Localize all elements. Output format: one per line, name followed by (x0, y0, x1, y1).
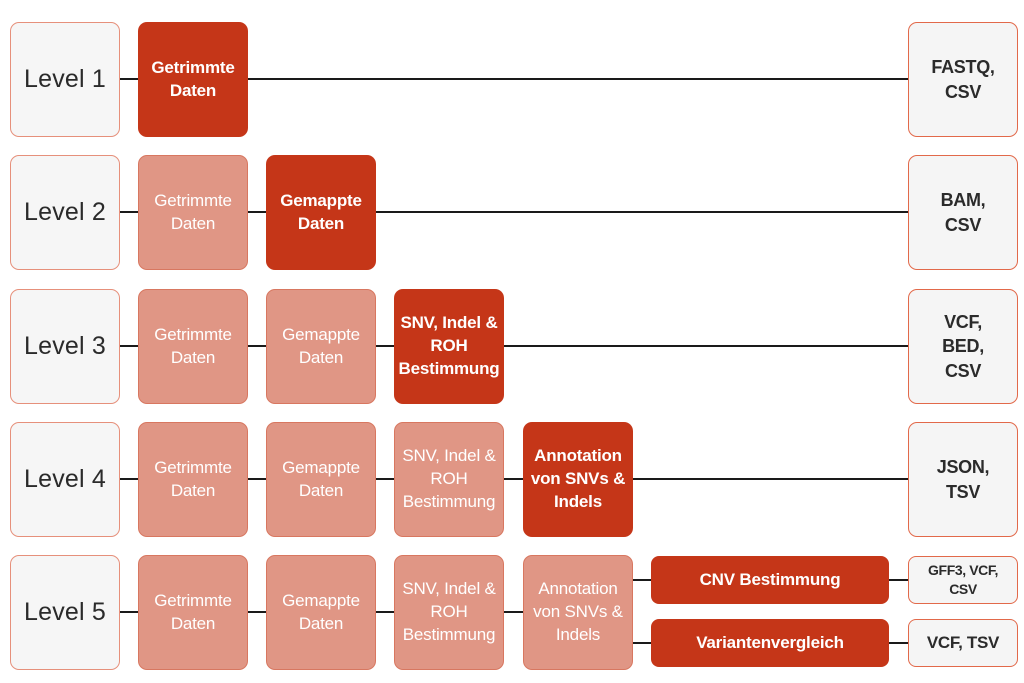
step-label: Variantenvergleich (696, 632, 844, 652)
step-snv-indel-roh: SNV, Indel & ROH Bestimmung (394, 289, 504, 404)
step-label: Getrimmte Daten (151, 57, 235, 100)
level-4-badge: Level 4 (10, 422, 120, 537)
connector-line (376, 345, 394, 347)
step-getrimmte-daten: Getrimmte Daten (138, 22, 248, 137)
output-box-vcf-tsv: VCF, TSV (908, 619, 1018, 667)
step-label: SNV, Indel & ROH Bestimmung (402, 579, 496, 644)
step-label: Gemappte Daten (280, 190, 362, 233)
step-gemappte-daten: Gemappte Daten (266, 555, 376, 670)
connector-line (248, 611, 266, 613)
step-annotation-snvs-indels: Annotation von SNVs & Indels (523, 555, 633, 670)
step-getrimmte-daten: Getrimmte Daten (138, 422, 248, 537)
level-5-badge: Level 5 (10, 555, 120, 670)
output-box-vcf-bed-csv: VCF, BED, CSV (908, 289, 1018, 404)
step-getrimmte-daten: Getrimmte Daten (138, 289, 248, 404)
connector-line (889, 642, 908, 644)
output-label: FASTQ, CSV (931, 57, 995, 102)
output-label: VCF, BED, CSV (942, 312, 984, 381)
step-label: Getrimmte Daten (154, 324, 232, 367)
level-3-badge: Level 3 (10, 289, 120, 404)
connector-line (504, 478, 523, 480)
level-2-badge: Level 2 (10, 155, 120, 270)
step-label: CNV Bestimmung (699, 569, 841, 589)
step-snv-indel-roh: SNV, Indel & ROH Bestimmung (394, 555, 504, 670)
connector-line (120, 478, 138, 480)
step-label: Gemappte Daten (282, 590, 360, 633)
output-box-bam-csv: BAM, CSV (908, 155, 1018, 270)
output-label: GFF3, VCF, CSV (928, 562, 998, 597)
connector-line (120, 211, 138, 213)
step-label: Getrimmte Daten (154, 590, 232, 633)
connector-line (633, 642, 651, 644)
connector-line (504, 611, 523, 613)
connector-line (120, 611, 138, 613)
step-snv-indel-roh: SNV, Indel & ROH Bestimmung (394, 422, 504, 537)
step-label: SNV, Indel & ROH Bestimmung (398, 313, 500, 378)
step-label: Annotation von SNVs & Indels (533, 579, 623, 644)
output-label: JSON, TSV (936, 457, 990, 502)
connector-line (889, 579, 908, 581)
step-getrimmte-daten: Getrimmte Daten (138, 555, 248, 670)
step-gemappte-daten: Gemappte Daten (266, 155, 376, 270)
connector-line (633, 478, 908, 480)
output-label: BAM, CSV (940, 190, 986, 235)
connector-line (248, 211, 266, 213)
output-box-gff3-vcf-csv: GFF3, VCF, CSV (908, 556, 1018, 604)
step-gemappte-daten: Gemappte Daten (266, 422, 376, 537)
level-1-label: Level 1 (23, 65, 106, 93)
connector-line (376, 478, 394, 480)
step-label: Getrimmte Daten (154, 457, 232, 500)
connector-line (504, 345, 908, 347)
step-label: SNV, Indel & ROH Bestimmung (402, 446, 496, 511)
connector-line (248, 345, 266, 347)
connector-line (633, 579, 651, 581)
level-4-label: Level 4 (23, 465, 106, 493)
level-1-badge: Level 1 (10, 22, 120, 137)
step-annotation-snvs-indels: Annotation von SNVs & Indels (523, 422, 633, 537)
step-label: Gemappte Daten (282, 457, 360, 500)
output-box-json-tsv: JSON, TSV (908, 422, 1018, 537)
connector-line (120, 78, 138, 80)
connector-line (248, 478, 266, 480)
connector-line (376, 211, 908, 213)
level-2-label: Level 2 (23, 198, 106, 226)
connector-line (376, 611, 394, 613)
step-cnv-bestimmung: CNV Bestimmung (651, 556, 889, 604)
step-label: Annotation von SNVs & Indels (530, 446, 626, 511)
step-variantenvergleich: Variantenvergleich (651, 619, 889, 667)
level-3-label: Level 3 (23, 332, 106, 360)
connector-line (120, 345, 138, 347)
step-label: Getrimmte Daten (154, 190, 232, 233)
level-5-label: Level 5 (23, 598, 106, 626)
connector-line (248, 78, 908, 80)
output-box-fastq-csv: FASTQ, CSV (908, 22, 1018, 137)
step-label: Gemappte Daten (282, 324, 360, 367)
output-label: VCF, TSV (926, 632, 1000, 652)
step-gemappte-daten: Gemappte Daten (266, 289, 376, 404)
step-getrimmte-daten: Getrimmte Daten (138, 155, 248, 270)
